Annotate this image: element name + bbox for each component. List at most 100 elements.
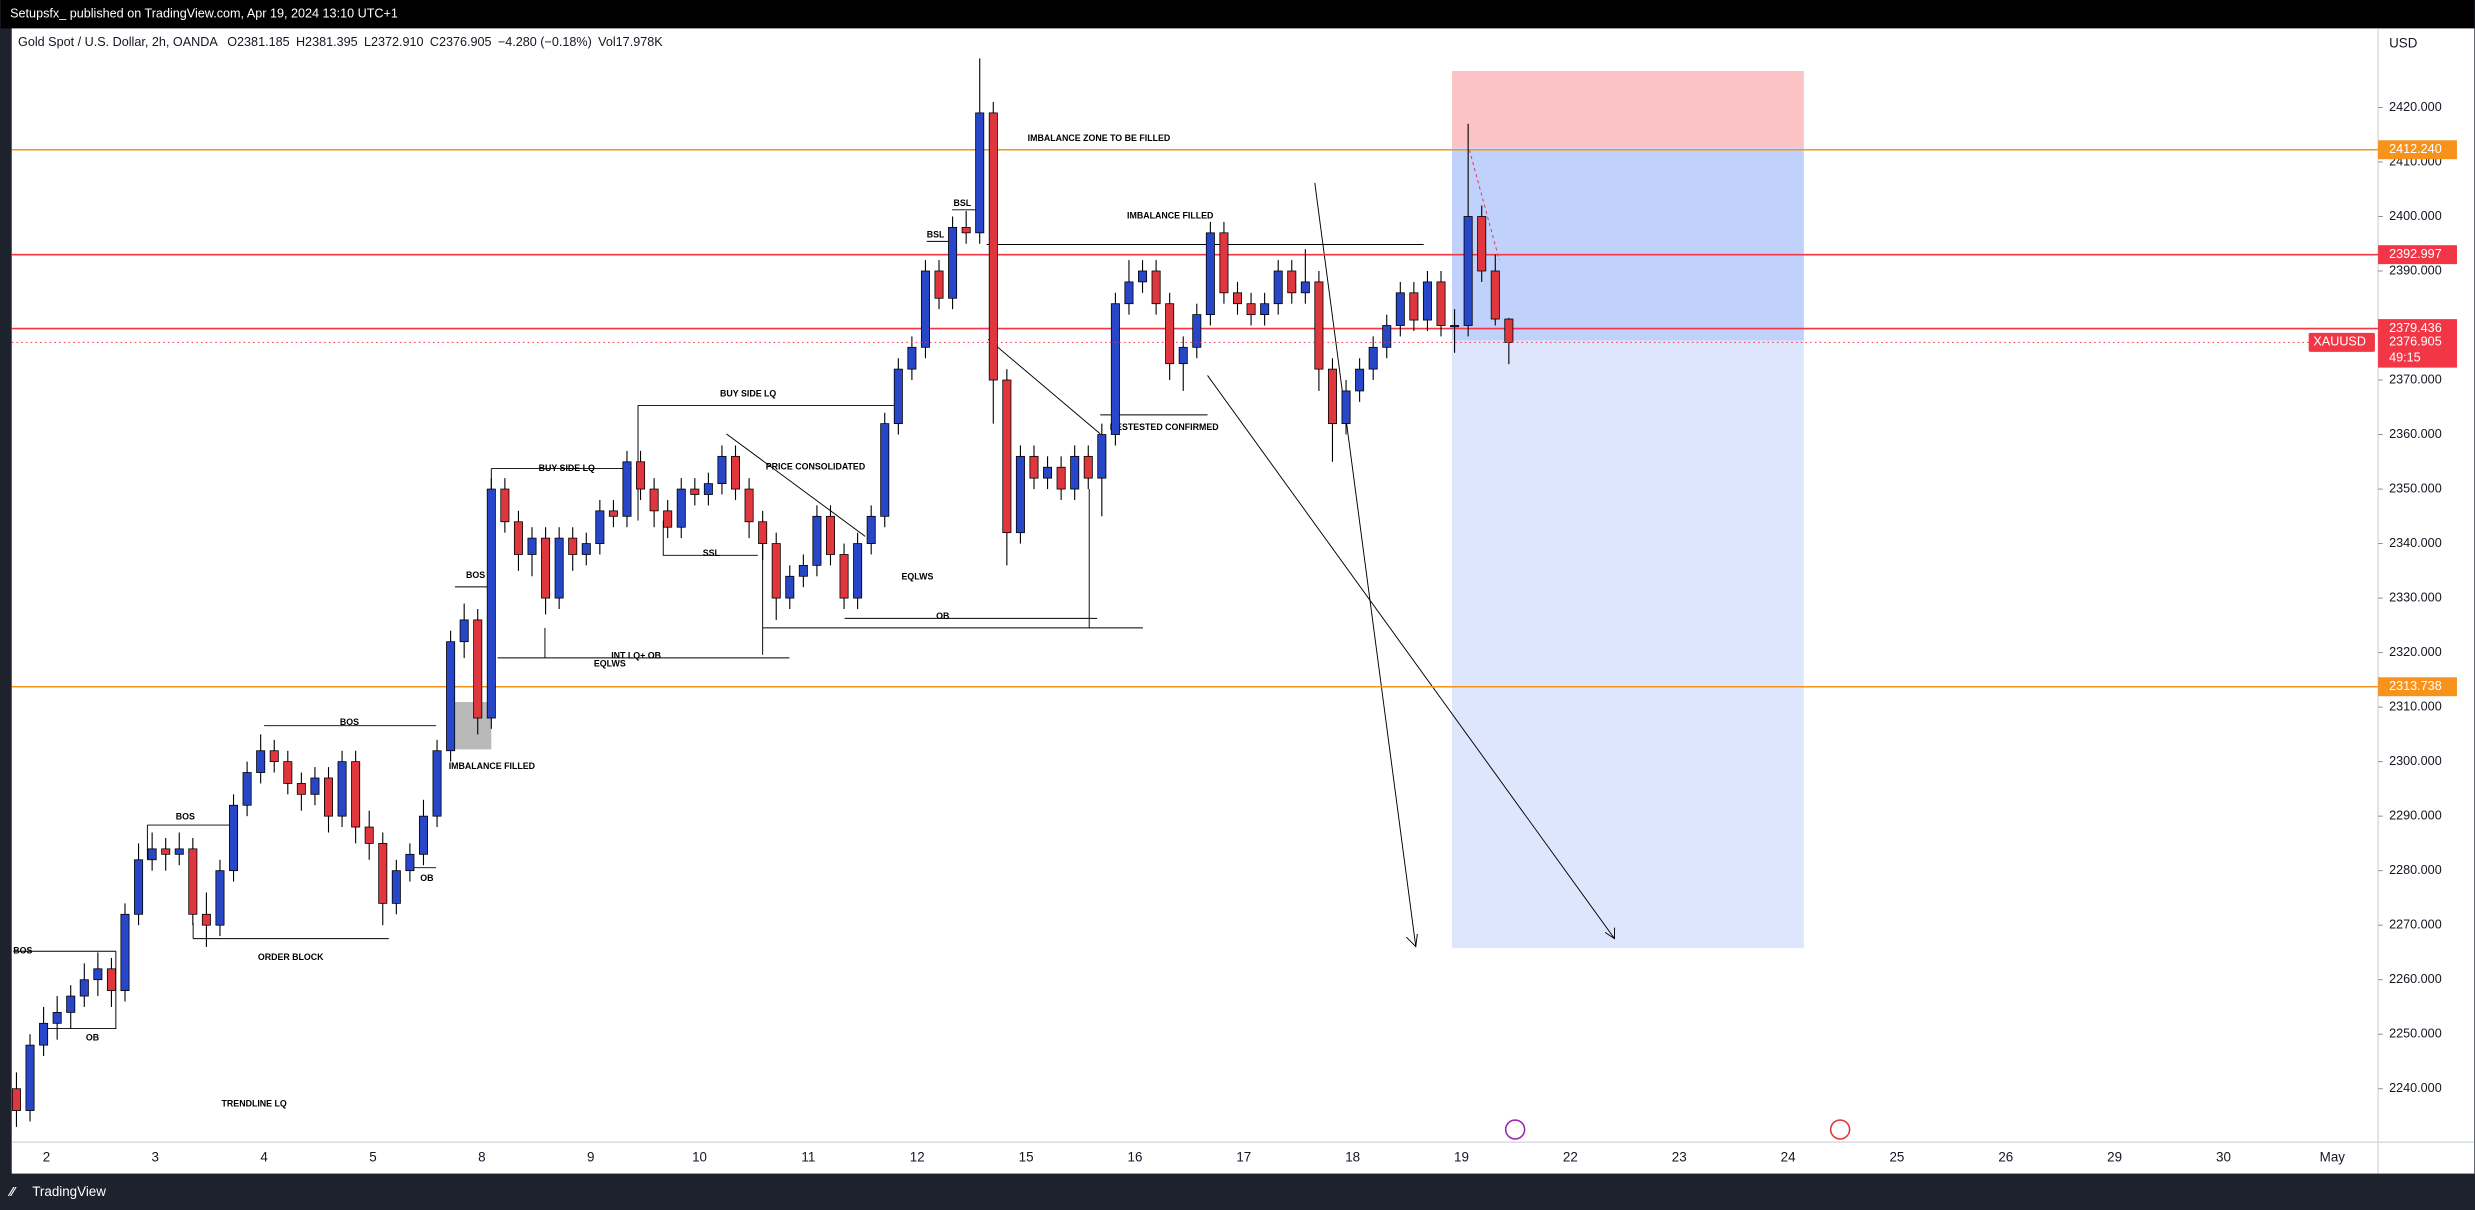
event-icon[interactable] [1829, 1119, 1851, 1140]
logo: ⁄⁄ [7, 1185, 17, 1199]
countdown: 49:15 [2389, 350, 2421, 364]
candle-body [961, 226, 971, 234]
candle-body [1327, 368, 1337, 425]
candle-body [351, 761, 361, 828]
annotations: IMBALANCE ZONE TO BE FILLED BSL BSL IMBA… [13, 133, 1218, 1108]
x-tick-label: 3 [152, 1149, 159, 1164]
ohlc-label: O2381.185 [227, 35, 289, 49]
annotation: BUY SIDE LQ [539, 463, 595, 473]
footer: TradingView [32, 1184, 106, 1199]
candle-body [880, 423, 890, 517]
annotation: EQLWS [594, 658, 626, 668]
candle-body [731, 455, 741, 490]
symbol-tag [2308, 332, 2375, 352]
level-tag [2378, 140, 2457, 160]
candle-body [120, 913, 130, 992]
target-zone-filled [1452, 148, 1804, 341]
candle-body [622, 461, 632, 517]
plot-bg [11, 28, 2475, 1174]
candle-body [11, 1088, 21, 1111]
annotation: TRENDLINE LQ [222, 1099, 287, 1109]
candle-body [568, 537, 578, 555]
x-tick-label: 26 [1998, 1149, 2013, 1164]
candle-body [676, 488, 686, 528]
x-tick-label: 4 [260, 1149, 268, 1164]
event-icon[interactable] [1504, 1119, 1526, 1140]
symbol-label: XAUUSD [2313, 335, 2366, 349]
ohlc-label: C2376.905 [430, 35, 492, 49]
x-tick-label: 25 [1889, 1149, 1904, 1164]
candle-body [66, 995, 76, 1013]
annotation: EQLWS [901, 572, 933, 582]
candle-body [1233, 292, 1242, 305]
candle-body [486, 488, 496, 719]
x-tick-label: 30 [2216, 1149, 2231, 1164]
candle-body [188, 848, 198, 915]
candle-body [418, 815, 428, 855]
candle-body [296, 783, 306, 795]
annotation: RESTESTED CONFIRMED [1110, 422, 1219, 432]
candle-body [215, 870, 225, 926]
candle-body [581, 543, 591, 555]
candle-body [25, 1044, 35, 1111]
candle-body [174, 848, 184, 855]
candle-body [1314, 281, 1324, 370]
candle-body [324, 777, 333, 817]
candle-body [1043, 466, 1053, 479]
candle-body [446, 641, 456, 752]
y-tick-label: 2300.000 [2389, 754, 2442, 768]
candle-body [1178, 346, 1188, 365]
candle-body [1192, 314, 1202, 348]
x-tick-label: May [2320, 1149, 2346, 1164]
x-tick-label: 10 [692, 1149, 707, 1164]
candle-body [79, 979, 89, 997]
candle-body [459, 619, 469, 643]
candle-body [106, 968, 116, 992]
candle-body [93, 968, 103, 981]
candle-body [1138, 270, 1148, 283]
annotation: BSL [927, 229, 945, 239]
annotation: BUY SIDE LQ [720, 389, 776, 399]
candle-body [1151, 270, 1161, 305]
level-tag [2378, 677, 2457, 697]
candle-body [1165, 303, 1175, 365]
candles [11, 58, 1514, 1127]
x-tick-label: 16 [1128, 1149, 1143, 1164]
candle-body [1422, 281, 1432, 321]
level-label: 2313.738 [2389, 679, 2442, 693]
candle-body [432, 750, 442, 817]
candle-body [283, 761, 293, 784]
candle-body [717, 455, 727, 485]
annotation: BSL [954, 198, 972, 208]
candle-body [1490, 270, 1500, 320]
candle-body [1219, 232, 1229, 294]
annotation: OB [420, 873, 433, 883]
annotation: INT LQ+ OB [611, 651, 661, 661]
candle-body [825, 515, 835, 555]
y-tick-label: 2280.000 [2389, 863, 2442, 877]
y-tick-label: 2260.000 [2389, 972, 2442, 986]
candle-body [1097, 434, 1107, 479]
candle-body [771, 543, 781, 599]
candle-body [1246, 303, 1256, 316]
arrows [1207, 182, 1616, 948]
x-tick-label: 29 [2107, 1149, 2122, 1164]
candle-body [975, 112, 985, 234]
x-tick-label: 5 [369, 1149, 376, 1164]
y-tick-label: 2370.000 [2389, 372, 2442, 386]
candle-body [1395, 292, 1405, 326]
candle-body [1382, 325, 1392, 348]
candle-body [608, 510, 618, 517]
candle-body [337, 761, 347, 817]
candle-body [703, 483, 713, 495]
candle-body [256, 750, 266, 773]
y-tick-label: 2240.000 [2389, 1081, 2442, 1095]
annotation: IMBALANCE FILLED [449, 761, 535, 771]
candle-body [1056, 466, 1066, 490]
candle-body [1409, 292, 1419, 321]
candle-body [893, 368, 903, 425]
candle-body [554, 537, 564, 599]
candle-body [1110, 303, 1120, 435]
